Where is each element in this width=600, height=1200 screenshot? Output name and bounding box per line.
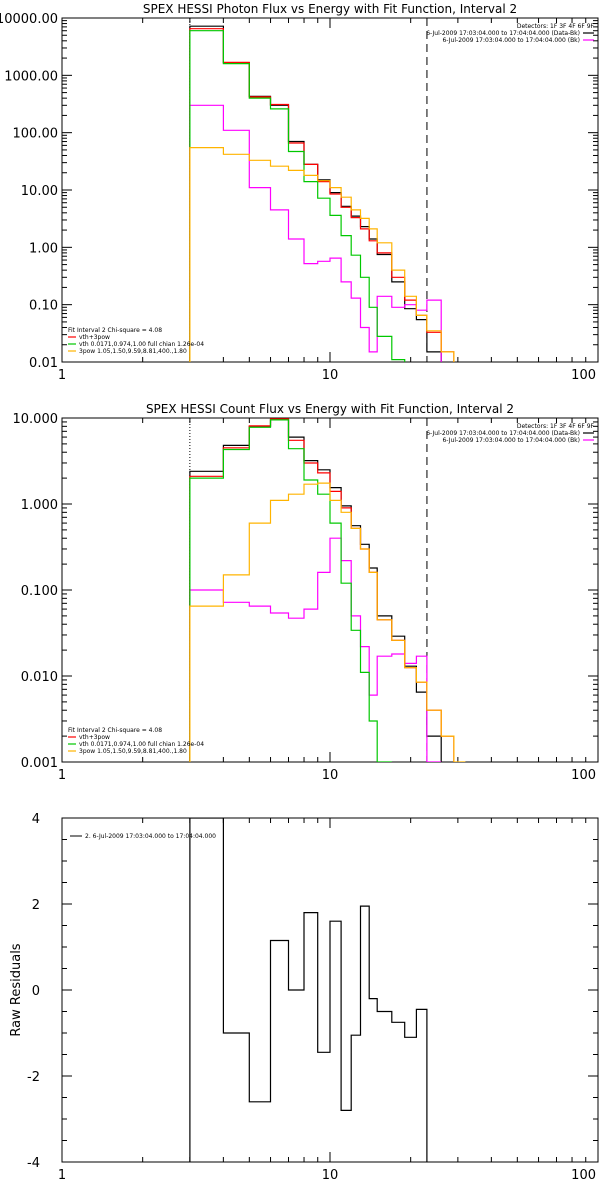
series-line-0 [189, 419, 442, 762]
x-tick-label: 100 [571, 368, 596, 383]
info-line: 6-Jul-2009 17:03:04.000 to 17:04:04.000 … [426, 430, 580, 437]
x-tick-label: 1 [58, 1168, 66, 1183]
series-line-1 [189, 537, 442, 762]
info-line: 6-Jul-2009 17:03:04.000 to 17:04:04.000 … [442, 437, 580, 444]
residuals-panel: Raw Residuals 1 10 100 4 2 0 -2 -4 2. 6-Jul-2009 … [9, 812, 599, 1183]
y-tick-label: 0.10 [29, 299, 58, 314]
series-line-1 [189, 104, 442, 362]
y-tick-label: -4 [27, 1156, 40, 1171]
series-line-4 [189, 482, 466, 762]
series-group [189, 25, 455, 362]
series-group [189, 818, 428, 1162]
y-tick-label: 4 [32, 812, 40, 827]
x-tick-label: 100 [571, 768, 596, 783]
y-axis-label: Raw Residuals [9, 943, 24, 1036]
photon-flux-panel: SPEX HESSI Photon Flux vs Energy with Fi… [0, 2, 599, 383]
y-tick-label: 1.000 [21, 498, 58, 513]
fit-line: 3pow 1.05,1.50,9.59,8.81,400.,1.80 [79, 348, 187, 355]
y-tick-label: 10000.00 [0, 12, 58, 27]
info-line: Detectors: 1F 3F 4F 6F 9F [517, 23, 595, 30]
x-tick-label: 1 [58, 368, 66, 383]
fit-line: vth+3pow [79, 334, 110, 341]
fit-line: Fit Interval 2 Chi-square = 4.08 [68, 727, 162, 734]
chart-title: SPEX HESSI Count Flux vs Energy with Fit… [146, 402, 514, 416]
fit-line: vth+3pow [79, 734, 110, 741]
y-tick-label: 100.00 [13, 127, 59, 142]
series-group [189, 418, 466, 762]
y-tick-label: 10.00 [21, 184, 58, 199]
chart-title: SPEX HESSI Photon Flux vs Energy with Fi… [143, 2, 517, 16]
fit-line: vth 0.0171,0.974,1.00 full chian 1.26e-0… [79, 341, 204, 348]
x-tick-label: 100 [571, 1168, 596, 1183]
x-tick-label: 1 [58, 768, 66, 783]
y-tick-label: 0.010 [21, 670, 58, 685]
info-line: Detectors: 1F 3F 4F 6F 9F [517, 423, 595, 430]
y-tick-label: 1.00 [29, 241, 58, 256]
legend-entry: 2. 6-Jul-2009 17:03:04.000 to 17:04:04.0… [85, 833, 216, 840]
y-tick-label: 0 [32, 984, 40, 999]
series-line-3 [189, 30, 406, 362]
series-line-2 [189, 28, 455, 362]
series-line-0 [189, 818, 428, 1162]
x-tick-label: 10 [322, 768, 339, 783]
fit-line: vth 0.0171,0.974,1.00 full chian 1.26e-0… [79, 741, 204, 748]
y-tick-label: 0.100 [21, 584, 58, 599]
info-line: 6-Jul-2009 17:03:04.000 to 17:04:04.000 … [426, 30, 580, 37]
y-tick-label: 0.01 [29, 356, 58, 371]
series-line-4 [189, 147, 455, 362]
y-tick-label: 0.001 [21, 756, 58, 771]
count-flux-panel: SPEX HESSI Count Flux vs Energy with Fit… [13, 402, 599, 783]
y-tick-label: 1000.00 [4, 69, 58, 84]
series-line-3 [189, 419, 392, 762]
fit-line: Fit Interval 2 Chi-square = 4.08 [68, 327, 162, 334]
fit-line: 3pow 1.05,1.50,9.59,8.81,400.,1.80 [79, 748, 187, 755]
y-tick-label: 2 [32, 898, 40, 913]
series-line-0 [189, 25, 442, 362]
y-tick-label: -2 [27, 1070, 40, 1085]
info-line: 6-Jul-2009 17:03:04.000 to 17:04:04.000 … [442, 37, 580, 44]
x-tick-label: 10 [322, 368, 339, 383]
y-tick-label: 10.000 [13, 412, 59, 427]
x-tick-label: 10 [322, 1168, 339, 1183]
